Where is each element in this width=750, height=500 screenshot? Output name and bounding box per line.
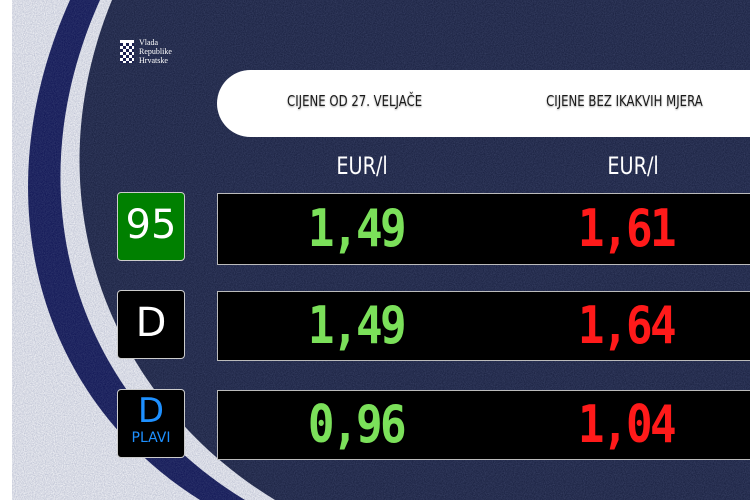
price-display-diesel: 1,49 1,64	[217, 291, 750, 361]
logo-line: Hrvatske	[139, 56, 168, 65]
fuel-badge-diesel: D	[117, 290, 185, 359]
logo-line: Vlada	[139, 38, 159, 47]
fuel-label: D	[137, 391, 165, 431]
logo-line: Republike	[139, 47, 172, 56]
unit-label: EUR/l	[607, 152, 659, 180]
government-logo: Vlada Republike Hrvatske	[120, 38, 172, 65]
price-without-measures: 1,64	[577, 296, 677, 356]
fuel-badge-blue-diesel: D PLAVI	[117, 389, 185, 458]
price-display-95: 1,49 1,61	[217, 193, 750, 265]
header-bar	[217, 70, 750, 137]
current-price: 1,49	[307, 199, 407, 259]
header-prices-without-measures: CIJENE BEZ IKAKVIH MJERA	[546, 92, 703, 110]
current-price: 1,49	[307, 296, 407, 356]
header-current-prices: CIJENE OD 27. VELJAČE	[287, 92, 423, 110]
fuel-badge-95: 95	[117, 192, 185, 261]
fuel-sublabel: PLAVI	[131, 430, 171, 446]
price-without-measures: 1,61	[577, 199, 677, 259]
croatian-coat-of-arms-icon	[120, 40, 134, 63]
price-display-blue-diesel: 0,96 1,04	[217, 390, 750, 460]
unit-label: EUR/l	[336, 152, 388, 180]
fuel-label: 95	[125, 202, 177, 248]
fuel-label: D	[135, 300, 167, 346]
price-without-measures: 1,04	[577, 395, 677, 455]
current-price: 0,96	[307, 395, 407, 455]
